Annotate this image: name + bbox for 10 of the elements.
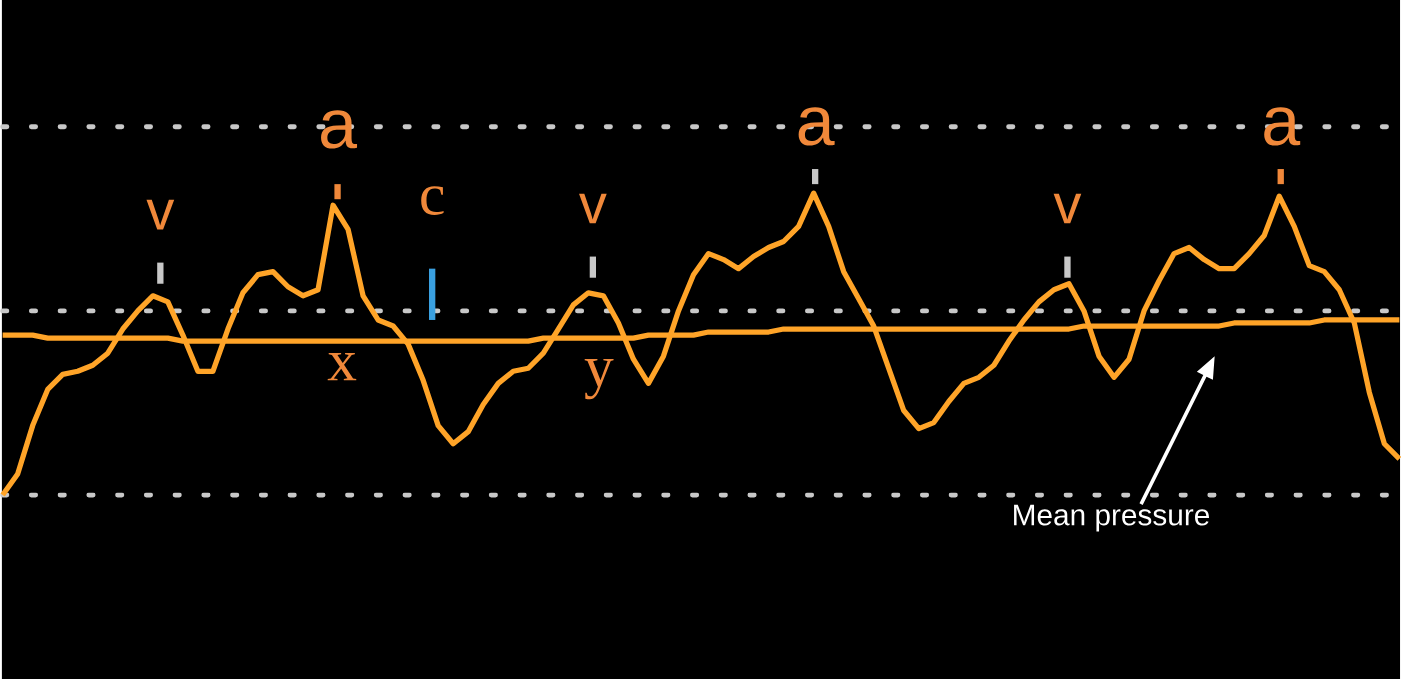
annotation: v [579,193,607,224]
annotation: c [421,186,444,215]
annotation: v [1053,193,1082,224]
annotation: v [146,199,175,230]
text: Mean pressure [1014,504,1209,532]
text: a [321,110,358,149]
text: a [798,107,835,146]
text: a [1264,107,1301,146]
annotation: x [327,352,357,381]
annotation: y [584,358,614,400]
